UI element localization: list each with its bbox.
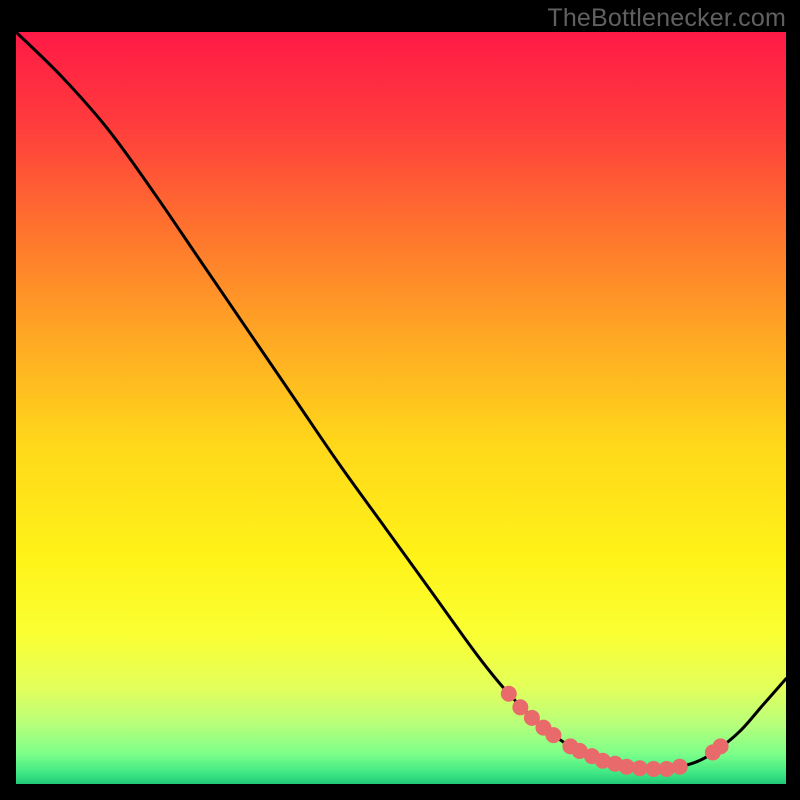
plot-background [16, 32, 786, 784]
curve-marker [501, 686, 517, 702]
curve-marker [632, 760, 648, 776]
bottleneck-chart: TheBottlenecker.com [0, 0, 800, 800]
watermark-text: TheBottlenecker.com [547, 4, 786, 33]
chart-svg [0, 0, 800, 800]
curve-marker [713, 738, 729, 754]
curve-marker [545, 727, 561, 743]
curve-marker [672, 759, 688, 775]
